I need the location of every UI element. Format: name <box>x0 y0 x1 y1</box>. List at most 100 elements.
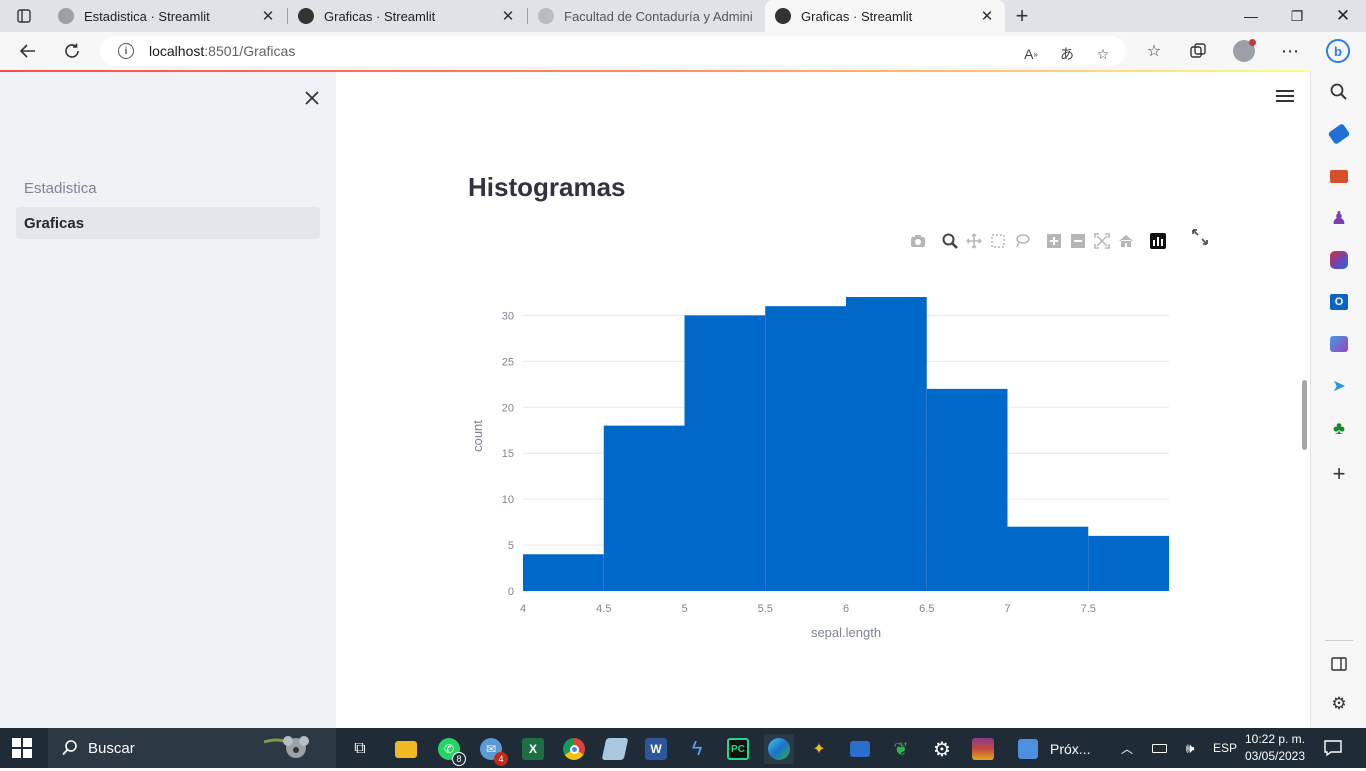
browser-tab[interactable]: Graficas · Streamlit ✕ <box>288 0 526 32</box>
page-scrollbar[interactable] <box>1302 380 1307 450</box>
pan-button[interactable] <box>962 231 986 251</box>
taskbar-search[interactable]: Buscar <box>48 728 336 768</box>
tab-actions-button[interactable] <box>0 0 48 32</box>
back-button[interactable] <box>12 36 44 66</box>
histogram-bar[interactable] <box>846 297 927 591</box>
whatsapp-app[interactable]: ✆ 8 <box>434 734 466 766</box>
fullscreen-button[interactable] <box>1190 227 1210 247</box>
histogram-bar[interactable] <box>684 315 766 591</box>
shopping-tag-icon <box>1327 123 1351 145</box>
word-app[interactable]: W <box>641 734 671 764</box>
favorites-button[interactable]: ☆ <box>1138 36 1170 66</box>
close-sidebar-button[interactable] <box>300 86 324 110</box>
new-tab-button[interactable]: + <box>1008 2 1036 30</box>
browser-tab-active[interactable]: Graficas · Streamlit ✕ <box>765 0 1005 32</box>
notification-center-button[interactable] <box>1322 728 1344 768</box>
settings-more-button[interactable]: ⋯ <box>1274 36 1306 66</box>
plotly-logo-button[interactable] <box>1146 231 1170 251</box>
download-png-button[interactable] <box>906 231 930 251</box>
windows-taskbar: Buscar ⧉ ✆ 8 ✉ 4 X W ϟ PC ✦ ❦ ⚙ Próx... … <box>0 728 1366 768</box>
remote-desktop-app[interactable] <box>845 734 875 764</box>
excel-app[interactable]: X <box>518 734 548 764</box>
shopping-button[interactable] <box>1327 122 1351 146</box>
add-sidebar-app-button[interactable]: + <box>1327 461 1351 486</box>
winrar-app[interactable] <box>968 734 998 764</box>
histogram-bar[interactable] <box>523 554 604 591</box>
close-window-button[interactable]: ✕ <box>1320 0 1366 32</box>
start-button[interactable] <box>12 738 32 758</box>
tree-button[interactable]: ♣ <box>1327 416 1351 440</box>
bing-button[interactable]: b <box>1322 36 1354 66</box>
show-hidden-icons-button[interactable]: ︿ <box>1118 728 1136 768</box>
taskbar-clock[interactable]: 10:22 p. m. 03/05/2023 <box>1240 731 1310 765</box>
split-screen-button[interactable] <box>1327 652 1351 676</box>
restore-button[interactable]: ❐ <box>1274 0 1320 32</box>
reset-axes-button[interactable] <box>1114 231 1138 251</box>
read-aloud-icon[interactable]: A» <box>1024 46 1038 62</box>
profile-button[interactable] <box>1228 36 1260 66</box>
game-app[interactable]: ❦ <box>886 734 916 764</box>
close-tab-icon[interactable]: ✕ <box>501 8 515 25</box>
address-bar[interactable]: i localhost:8501/Graficas A» あ ☆ <box>100 36 1126 66</box>
language-button[interactable]: ESP <box>1212 728 1238 768</box>
sidebar-item-graficas[interactable]: Graficas <box>16 207 320 239</box>
pycharm-app[interactable]: PC <box>723 734 753 764</box>
mail-app[interactable]: ✉ 4 <box>476 734 508 766</box>
games-button[interactable]: ♟ <box>1327 206 1351 230</box>
task-view-button[interactable]: ⧉ <box>345 734 375 764</box>
hamburger-icon <box>1276 90 1294 92</box>
battery-button[interactable] <box>1150 728 1168 768</box>
lasso-select-button[interactable] <box>1010 231 1034 251</box>
outlook-button[interactable]: O <box>1327 290 1351 314</box>
refresh-button[interactable] <box>56 36 88 66</box>
minimize-button[interactable]: — <box>1228 0 1274 32</box>
browser-tab[interactable]: Estadistica · Streamlit ✕ <box>48 0 286 32</box>
file-explorer-app[interactable] <box>391 734 421 764</box>
sidebar-item-estadistica[interactable]: Estadistica <box>16 172 320 204</box>
designer-button[interactable] <box>1327 332 1351 356</box>
translate-icon[interactable]: あ <box>1060 46 1074 62</box>
zoom-button[interactable] <box>938 231 962 251</box>
y-tick-label: 0 <box>508 586 514 598</box>
close-tab-icon[interactable]: ✕ <box>980 8 994 25</box>
x-axis-label: sepal.length <box>811 625 881 640</box>
settings-app[interactable]: ⚙ <box>927 734 957 764</box>
zoom-in-button[interactable] <box>1042 231 1066 251</box>
histogram-bar[interactable] <box>926 388 1008 591</box>
add-favorite-icon[interactable]: ☆ <box>1096 45 1110 62</box>
histogram-bar[interactable] <box>1088 535 1169 591</box>
x-tick-label: 4.5 <box>596 603 611 615</box>
avatar-icon <box>1233 39 1256 62</box>
site-info-icon[interactable]: i <box>118 43 134 59</box>
edge-search-button[interactable] <box>1327 80 1351 104</box>
split-screen-icon <box>1331 657 1347 671</box>
volume-button[interactable]: 🕪 <box>1180 728 1200 768</box>
zoom-out-button[interactable] <box>1066 231 1090 251</box>
tools-button[interactable] <box>1327 164 1351 188</box>
collections-button[interactable] <box>1182 36 1214 66</box>
histogram-bar[interactable] <box>765 306 846 591</box>
clock-time: 10:22 p. m. <box>1244 732 1306 746</box>
close-tab-icon[interactable]: ✕ <box>261 8 275 25</box>
box-select-button[interactable] <box>986 231 1010 251</box>
tab-title: Estadistica · Streamlit <box>84 8 210 24</box>
autoscale-button[interactable] <box>1090 231 1114 251</box>
x-tick-label: 7 <box>1004 603 1010 615</box>
notes-app[interactable] <box>600 734 630 764</box>
speaker-icon: 🕪 <box>1185 739 1195 756</box>
edge-app[interactable] <box>764 734 794 764</box>
pinned-app[interactable]: ✦ <box>804 734 834 764</box>
browser-tab[interactable]: Facultad de Contaduría y Admini <box>528 0 764 32</box>
sidebar-settings-button[interactable]: ⚙ <box>1327 692 1351 716</box>
office-button[interactable] <box>1327 248 1351 272</box>
histogram-bar[interactable] <box>1007 526 1089 591</box>
power-automate-app[interactable]: ϟ <box>682 734 712 764</box>
main-menu-button[interactable] <box>1276 86 1294 106</box>
send-button[interactable]: ➤ <box>1327 374 1351 398</box>
upcoming-events-widget[interactable]: Próx... <box>1018 734 1118 764</box>
y-tick-label: 10 <box>502 494 514 506</box>
chrome-app[interactable] <box>559 734 589 764</box>
y-axis-ticks: 0 5 10 15 20 25 30 <box>502 310 514 598</box>
histogram-chart[interactable]: 0 5 10 15 20 25 30 4 4.5 5 5.5 6 6.5 7 7.5 sepal.leng… <box>466 280 1186 650</box>
histogram-bar[interactable] <box>603 425 685 591</box>
